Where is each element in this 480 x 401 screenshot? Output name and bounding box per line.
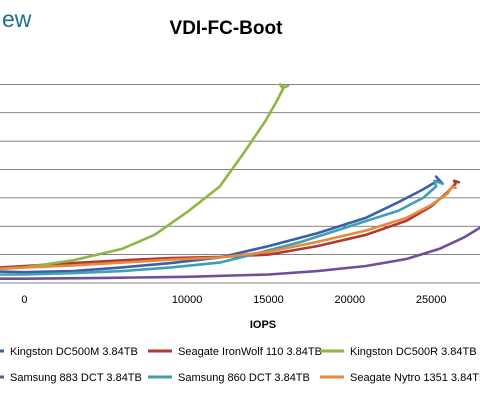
series-line-4 <box>0 179 444 276</box>
x-axis-title: IOPS <box>250 319 276 331</box>
x-tick-label: 15000 <box>253 294 284 306</box>
legend-label-3: Samsung 883 DCT 3.84TB <box>10 372 142 384</box>
legend-label-5: Seagate Nytro 1351 3.84TB <box>350 372 480 384</box>
x-tick-label: 0 <box>21 294 27 306</box>
x-tick-label: 25000 <box>416 294 447 306</box>
legend-label-0: Kingston DC500M 3.84TB <box>10 346 138 358</box>
series-line-5 <box>0 185 457 271</box>
x-tick-label: 20000 <box>335 294 366 306</box>
legend-label-4: Samsung 860 DCT 3.84TB <box>178 372 310 384</box>
brand-logo-text: ew <box>2 6 32 32</box>
legend-label-2: Kingston DC500R 3.84TB <box>350 346 477 358</box>
chart-title: VDI-FC-Boot <box>170 18 284 39</box>
series-line-2 <box>0 83 290 271</box>
series-lines <box>0 83 480 281</box>
series-line-3 <box>0 226 480 281</box>
legend-label-1: Seagate IronWolf 110 3.84TB <box>178 346 322 358</box>
gridlines <box>0 83 480 284</box>
x-tick-labels: 0 10000 15000 20000 25000 <box>21 294 446 306</box>
x-tick-label: 10000 <box>172 294 203 306</box>
legend: Kingston DC500M 3.84TB Seagate IronWolf 1… <box>0 346 480 384</box>
